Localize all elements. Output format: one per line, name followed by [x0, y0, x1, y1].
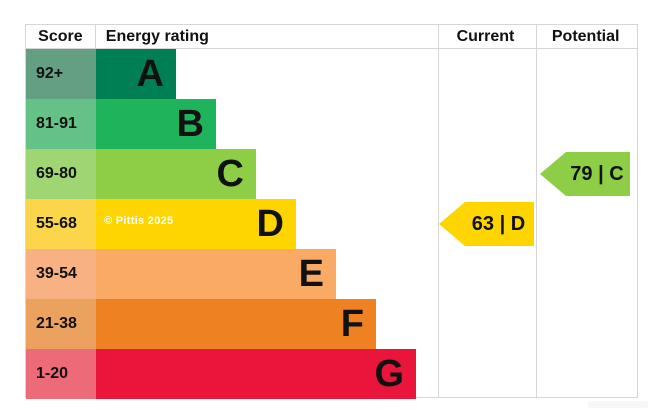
column-divider-current [438, 25, 439, 397]
band-bar-e: E [96, 249, 336, 299]
band-row-e: 39-54 E [26, 249, 438, 299]
band-row-c: 69-80 C [26, 149, 438, 199]
band-row-f: 21-38 F [26, 299, 438, 349]
band-row-d: 55-68 D [26, 199, 438, 249]
current-rating-arrow: 63 | D [439, 202, 534, 246]
score-range-a: 92+ [26, 49, 96, 99]
score-range-e: 39-54 [26, 249, 96, 299]
table-header: Score Energy rating Current Potential [26, 25, 637, 49]
band-bar-c: C [96, 149, 256, 199]
copyright-watermark: © Pittis 2025 [104, 215, 174, 227]
score-range-f: 21-38 [26, 299, 96, 349]
band-bar-g: G [96, 349, 416, 399]
band-bar-d: D [96, 199, 296, 249]
score-range-d: 55-68 [26, 199, 96, 249]
band-bar-a: A [96, 49, 176, 99]
header-energy-rating: Energy rating [105, 27, 209, 45]
band-row-a: 92+ A [26, 49, 438, 99]
header-current: Current [456, 27, 515, 45]
header-score: Score [26, 25, 96, 48]
score-range-g: 1-20 [26, 349, 96, 399]
band-bar-b: B [96, 99, 216, 149]
band-row-b: 81-91 B [26, 99, 438, 149]
column-divider-potential [536, 25, 537, 397]
header-potential: Potential [551, 27, 620, 45]
band-rows: 92+ A 81-91 B 69-80 C 55-68 D 39-54 E 21… [26, 49, 438, 399]
epc-rating-table: Score Energy rating Current Potential 92… [25, 24, 638, 399]
band-row-g: 1-20 G [26, 349, 438, 399]
band-bar-f: F [96, 299, 376, 349]
score-range-c: 69-80 [26, 149, 96, 199]
score-range-b: 81-91 [26, 99, 96, 149]
corner-watermark-smudge [588, 401, 648, 408]
potential-rating-arrow: 79 | C [540, 152, 630, 196]
